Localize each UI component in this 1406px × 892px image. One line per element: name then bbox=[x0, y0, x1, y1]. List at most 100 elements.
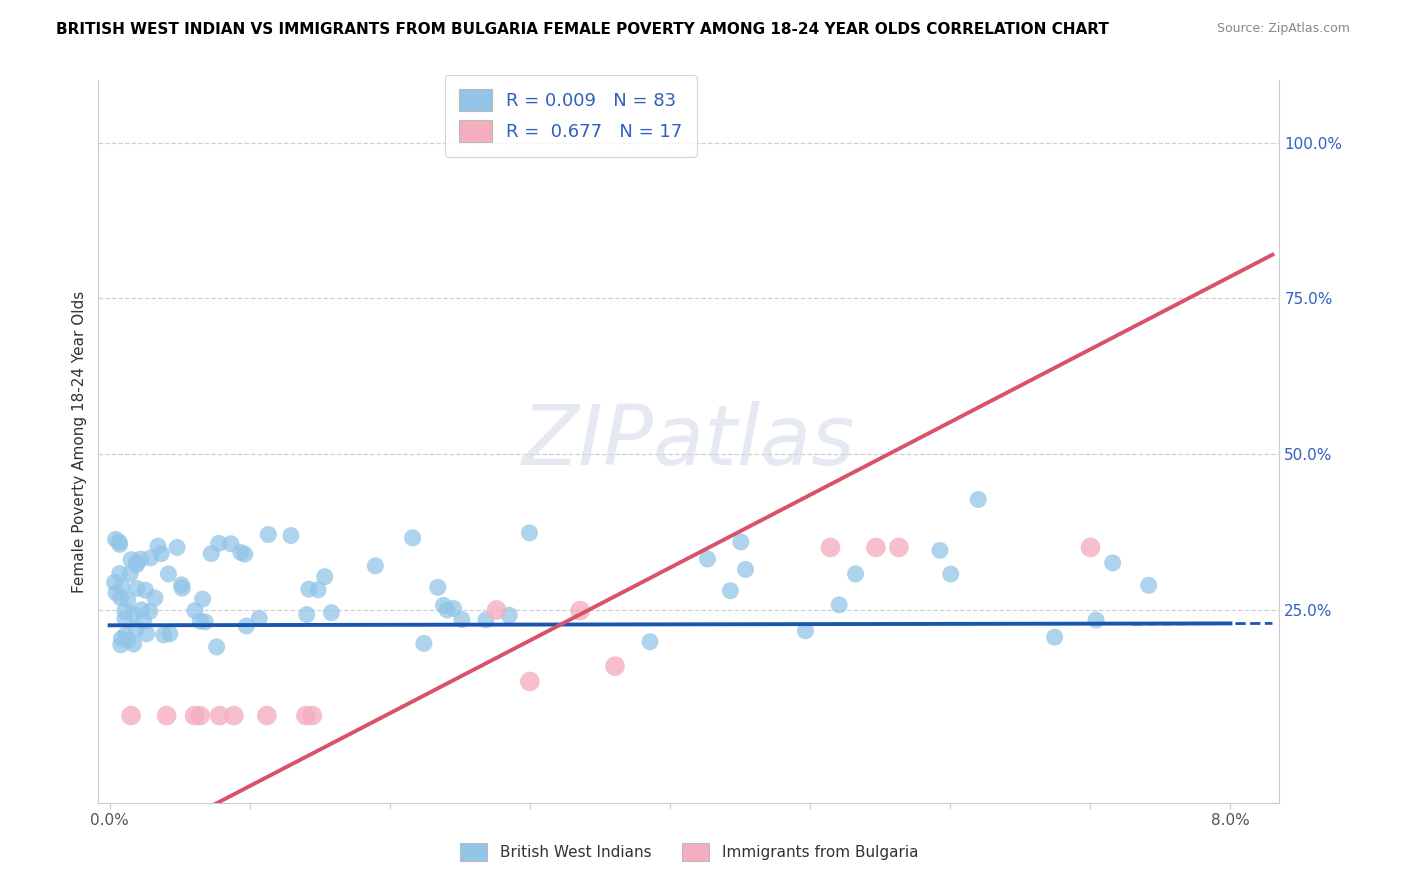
Point bbox=[247, 611, 270, 625]
Point bbox=[131, 603, 153, 617]
Point bbox=[132, 614, 155, 628]
Text: ZIPatlas: ZIPatlas bbox=[522, 401, 856, 482]
Point bbox=[485, 603, 508, 617]
Point bbox=[401, 531, 423, 545]
Point bbox=[188, 708, 211, 723]
Y-axis label: Female Poverty Among 18-24 Year Olds: Female Poverty Among 18-24 Year Olds bbox=[72, 291, 87, 592]
Point bbox=[172, 581, 194, 595]
Point bbox=[108, 535, 131, 549]
Point bbox=[443, 601, 465, 615]
Point bbox=[432, 599, 454, 613]
Point bbox=[200, 547, 222, 561]
Point bbox=[603, 659, 626, 673]
Point bbox=[475, 613, 498, 627]
Point bbox=[295, 708, 318, 723]
Point bbox=[183, 708, 205, 723]
Point bbox=[929, 543, 952, 558]
Point bbox=[301, 708, 323, 723]
Point bbox=[152, 628, 174, 642]
Point bbox=[120, 708, 142, 723]
Point bbox=[1043, 630, 1066, 644]
Point bbox=[412, 636, 434, 650]
Point bbox=[498, 608, 520, 623]
Point bbox=[280, 528, 302, 542]
Point bbox=[156, 708, 179, 723]
Point bbox=[146, 539, 169, 553]
Point bbox=[143, 591, 166, 605]
Point bbox=[191, 592, 214, 607]
Point bbox=[117, 633, 139, 648]
Point bbox=[569, 604, 592, 618]
Point bbox=[256, 708, 278, 723]
Point bbox=[295, 607, 318, 622]
Point bbox=[1137, 578, 1160, 592]
Point bbox=[967, 492, 990, 507]
Point bbox=[730, 535, 752, 549]
Point bbox=[436, 603, 458, 617]
Point bbox=[114, 604, 136, 618]
Point bbox=[519, 674, 541, 689]
Point bbox=[208, 708, 231, 723]
Point bbox=[129, 552, 152, 566]
Point bbox=[135, 627, 157, 641]
Point bbox=[150, 547, 173, 561]
Point bbox=[820, 541, 842, 555]
Point bbox=[321, 606, 343, 620]
Point bbox=[229, 545, 252, 559]
Point bbox=[139, 550, 162, 565]
Point bbox=[120, 552, 142, 566]
Point bbox=[108, 537, 131, 551]
Point bbox=[233, 547, 256, 561]
Point bbox=[125, 556, 148, 570]
Point bbox=[307, 582, 329, 597]
Point bbox=[157, 566, 180, 581]
Point bbox=[110, 632, 132, 646]
Point bbox=[170, 578, 193, 592]
Point bbox=[108, 566, 131, 581]
Point bbox=[111, 580, 134, 594]
Point bbox=[314, 570, 336, 584]
Point bbox=[110, 638, 132, 652]
Point bbox=[139, 605, 162, 619]
Point bbox=[122, 637, 145, 651]
Point bbox=[865, 541, 887, 555]
Point bbox=[120, 566, 142, 581]
Point bbox=[205, 640, 228, 654]
Legend: British West Indians, Immigrants from Bulgaria: British West Indians, Immigrants from Bu… bbox=[454, 837, 924, 867]
Point bbox=[159, 626, 181, 640]
Point bbox=[638, 634, 661, 648]
Point bbox=[117, 593, 139, 607]
Point bbox=[426, 580, 449, 594]
Point bbox=[110, 591, 132, 605]
Text: Source: ZipAtlas.com: Source: ZipAtlas.com bbox=[1216, 22, 1350, 36]
Point bbox=[222, 708, 245, 723]
Point bbox=[1085, 613, 1108, 627]
Point bbox=[219, 537, 242, 551]
Text: BRITISH WEST INDIAN VS IMMIGRANTS FROM BULGARIA FEMALE POVERTY AMONG 18-24 YEAR : BRITISH WEST INDIAN VS IMMIGRANTS FROM B… bbox=[56, 22, 1109, 37]
Point bbox=[235, 619, 257, 633]
Point bbox=[794, 624, 817, 638]
Point bbox=[104, 533, 127, 547]
Point bbox=[1080, 541, 1102, 555]
Point bbox=[828, 598, 851, 612]
Point bbox=[696, 552, 718, 566]
Point bbox=[939, 567, 962, 582]
Point bbox=[364, 558, 387, 573]
Point bbox=[298, 582, 321, 596]
Point bbox=[450, 613, 472, 627]
Point bbox=[125, 582, 148, 596]
Point bbox=[125, 622, 148, 636]
Point bbox=[125, 558, 148, 572]
Point bbox=[104, 575, 127, 590]
Point bbox=[718, 583, 741, 598]
Point bbox=[166, 541, 188, 555]
Point bbox=[105, 585, 128, 599]
Point bbox=[1101, 556, 1123, 570]
Point bbox=[114, 628, 136, 642]
Point bbox=[519, 525, 541, 540]
Point bbox=[114, 612, 136, 626]
Point bbox=[208, 536, 231, 550]
Point bbox=[184, 604, 207, 618]
Point bbox=[134, 583, 156, 598]
Point bbox=[845, 566, 868, 581]
